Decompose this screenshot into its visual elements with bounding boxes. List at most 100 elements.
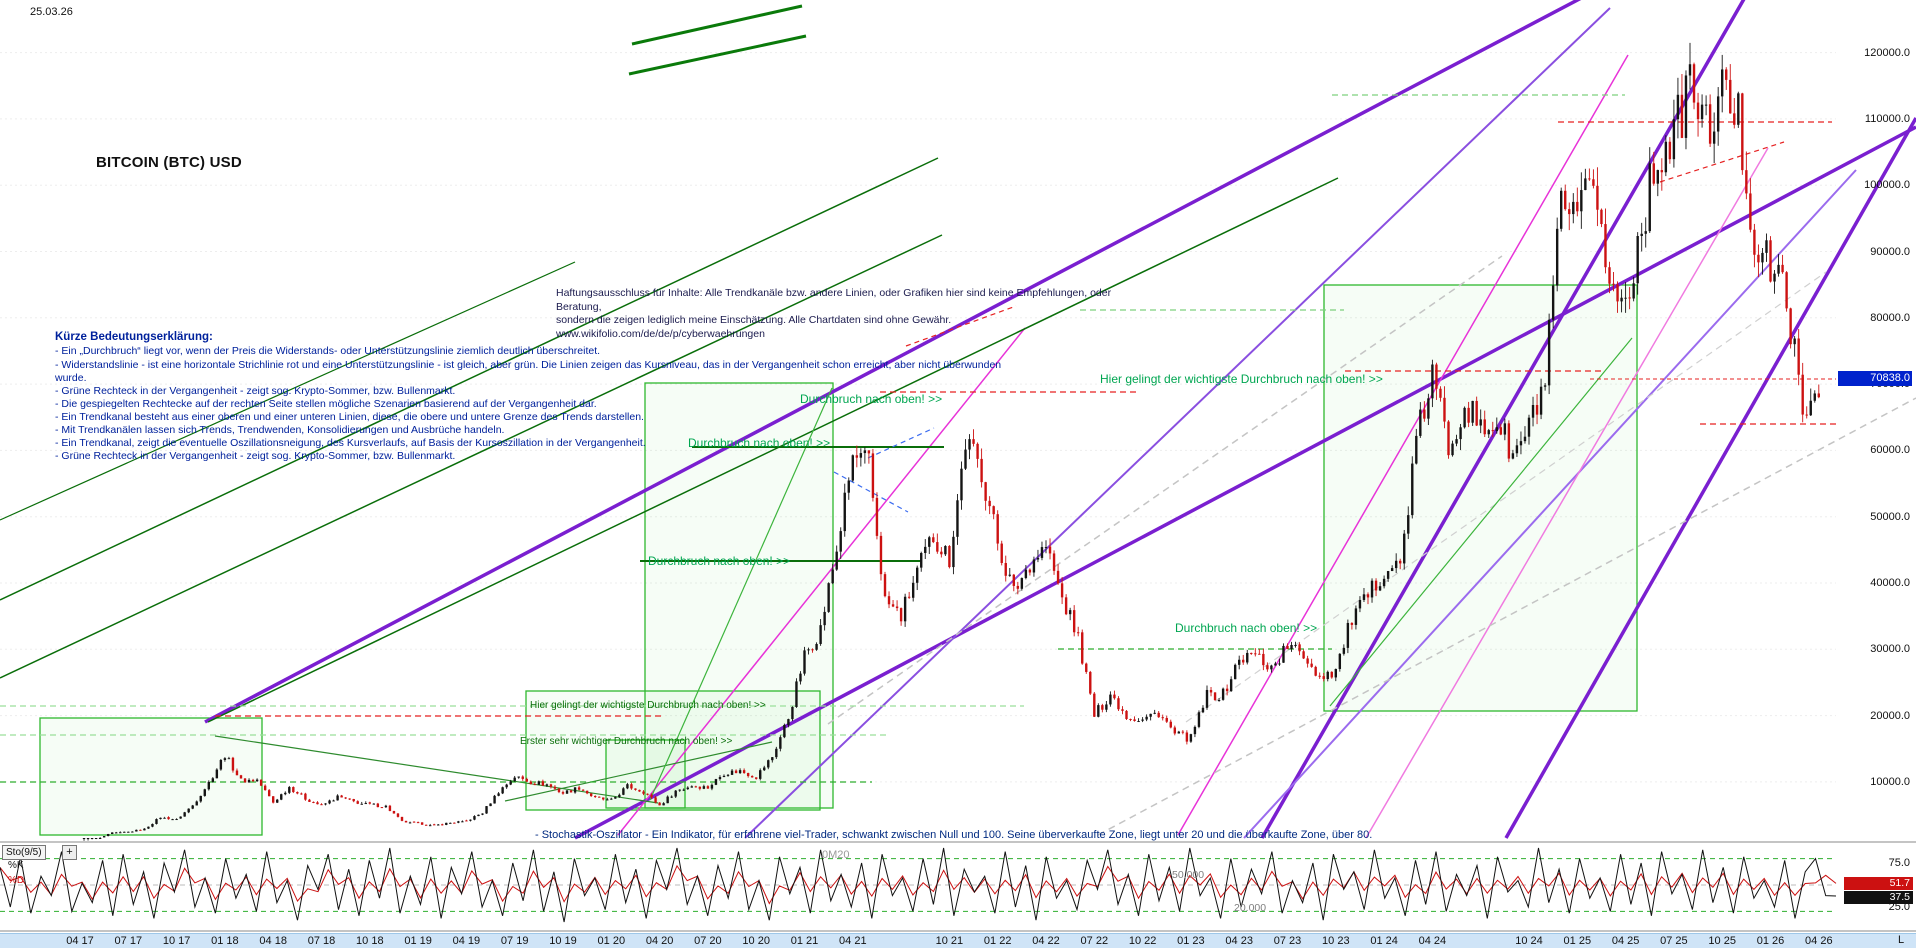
y-axis-label: 30000.0 bbox=[1870, 643, 1910, 656]
legend-line: - Widerstandslinie - ist eine horizontal… bbox=[55, 358, 1002, 384]
x-axis-label: 04 18 bbox=[259, 935, 287, 947]
x-axis-label: 10 20 bbox=[742, 935, 770, 947]
x-axis-label: 04 17 bbox=[66, 935, 94, 947]
chart-annotation: Hier gelingt der wichtigste Durchbruch n… bbox=[530, 700, 766, 711]
chart-annotation: Durchbruch nach oben! >> bbox=[1175, 621, 1318, 635]
x-axis-label: 01 25 bbox=[1563, 935, 1592, 947]
x-axis-label: 04 25 bbox=[1611, 935, 1640, 947]
x-axis-label: 10 21 bbox=[935, 935, 964, 947]
current-price-tag: 70838.0 bbox=[1838, 371, 1912, 386]
legend-line: - Grüne Rechteck in der Vergangenheit - … bbox=[55, 384, 456, 397]
trend-line bbox=[1260, 0, 1746, 839]
x-axis-label: 07 25 bbox=[1660, 935, 1688, 947]
stochastic-indicator-label[interactable]: Sto(9/5) bbox=[2, 845, 46, 860]
legend-block: Kürze Bedeutungserklärung: - Ein „Durchb… bbox=[55, 330, 1015, 464]
x-axis-label: 01 21 bbox=[790, 935, 819, 947]
chart-annotation: Durchbruch nach oben! >> bbox=[688, 436, 831, 450]
trend-line bbox=[1177, 54, 1629, 836]
trend-line bbox=[1659, 141, 1785, 183]
stochastic-d-value-tag: 51.7 bbox=[1844, 877, 1913, 890]
x-axis-label: 10 18 bbox=[356, 935, 384, 947]
x-axis-label: 10 23 bbox=[1322, 935, 1350, 947]
date-stamp: 25.03.26 bbox=[30, 6, 73, 18]
trend-line bbox=[649, 387, 833, 801]
x-axis-label: 07 17 bbox=[114, 935, 143, 947]
trend-line bbox=[504, 741, 773, 802]
chart-annotation: Hier gelingt der wichtigste Durchbruch n… bbox=[1100, 372, 1383, 386]
y-axis-label: 90000.0 bbox=[1870, 245, 1910, 258]
trend-line bbox=[867, 427, 935, 459]
y-axis-label: 40000.0 bbox=[1870, 577, 1910, 589]
x-axis-label: 04 21 bbox=[839, 935, 867, 947]
y-axis-label: 100000.0 bbox=[1864, 179, 1910, 192]
add-indicator-button[interactable]: + bbox=[62, 845, 77, 860]
oscillator-level-label-20: 20.000 bbox=[1234, 902, 1267, 914]
legend-line: - Mit Trendkanälen lassen sich Trends, T… bbox=[55, 424, 505, 437]
stochastic-k-label: %K bbox=[8, 860, 24, 871]
disclaimer-line-1: Haftungsausschluss für Inhalte: Alle Tre… bbox=[556, 287, 1112, 313]
stochastic-d-label: %D bbox=[8, 875, 25, 886]
oscillator-scale-75: 75.0 bbox=[1888, 857, 1910, 869]
oscillator-description: - Stochastik-Oszillator - Ein Indikator,… bbox=[535, 829, 1373, 841]
trend-line bbox=[574, 125, 1916, 840]
legend-lines: - Ein „Durchbruch“ liegt vor, wenn der P… bbox=[55, 345, 1015, 463]
legend-line: - Ein Trendkanal besteht aus einer obere… bbox=[55, 411, 644, 423]
x-axis-label: 10 17 bbox=[162, 935, 191, 947]
trend-line bbox=[1243, 169, 1857, 839]
time-axis-band: 04 17 07 17 10 17 01 18 04 18 07 18 10 18 01 19… bbox=[0, 933, 1916, 948]
trend-line bbox=[905, 305, 1017, 347]
candlestick-series bbox=[82, 42, 1821, 841]
chart-title: BITCOIN (BTC) USD bbox=[96, 154, 242, 171]
x-axis-label: 04 23 bbox=[1225, 935, 1253, 947]
x-axis-label: 01 24 bbox=[1370, 935, 1398, 947]
trend-line bbox=[1097, 397, 1916, 836]
trend-line bbox=[744, 7, 1611, 839]
x-axis-label: 07 18 bbox=[307, 935, 336, 947]
stochastic-d-line bbox=[0, 864, 1837, 905]
x-axis-label: 01 23 bbox=[1177, 935, 1205, 947]
x-axis-label: 07 20 bbox=[694, 935, 722, 947]
oscillator-ma-label: 0M20 bbox=[822, 849, 850, 861]
trend-line bbox=[207, 177, 1339, 723]
trend-line bbox=[214, 735, 659, 804]
stochastic-k-value-tag: 37.5 bbox=[1844, 891, 1913, 904]
trend-line bbox=[204, 0, 1582, 724]
x-axis-label: 07 23 bbox=[1273, 935, 1302, 947]
x-axis-label: 04 20 bbox=[645, 935, 674, 947]
oscillator-level-label-50: 50.000 bbox=[1172, 869, 1205, 881]
x-axis-label: 10 19 bbox=[549, 935, 577, 947]
disclaimer-line-2: sondern die zeigen lediglich meine Einsc… bbox=[556, 314, 952, 340]
trend-line bbox=[1504, 117, 1916, 839]
trend-line bbox=[617, 327, 1026, 836]
bull-market-rect bbox=[605, 739, 686, 809]
x-axis-label: 01 20 bbox=[597, 935, 626, 947]
x-axis-label: 01 26 bbox=[1756, 935, 1785, 947]
trend-line bbox=[0, 157, 939, 601]
legend-line: - Ein Trendkanal, zeigt die eventuelle O… bbox=[55, 437, 646, 450]
x-axis-label: 01 22 bbox=[983, 935, 1012, 947]
trend-line bbox=[0, 234, 943, 679]
y-axis-label: 10000.0 bbox=[1870, 775, 1910, 788]
x-axis-label: 01 18 bbox=[211, 935, 239, 947]
disclaimer: Haftungsausschluss für Inhalte: Alle Tre… bbox=[556, 287, 1156, 342]
x-axis-label: 04 19 bbox=[452, 935, 481, 947]
chart-annotation: Durchbruch nach oben! >> bbox=[648, 554, 791, 568]
x-axis-label: 10 22 bbox=[1128, 935, 1157, 947]
y-axis-label: 110000.0 bbox=[1864, 112, 1910, 125]
chart-annotation: Erster sehr wichtiger Durchbruch nach ob… bbox=[520, 736, 733, 747]
legend-line: - Ein „Durchbruch“ liegt vor, wenn der P… bbox=[55, 345, 601, 358]
bull-market-rect bbox=[644, 382, 834, 809]
trend-line bbox=[1365, 147, 1769, 839]
chart-annotation: Durchbruch nach oben! >> bbox=[800, 392, 943, 406]
y-axis-label: 120000.0 bbox=[1864, 46, 1910, 59]
x-axis-label: 01 19 bbox=[404, 935, 432, 947]
x-axis-label: 10 24 bbox=[1515, 935, 1543, 947]
x-axis-label: 10 25 bbox=[1708, 935, 1736, 947]
trend-line bbox=[827, 255, 1503, 725]
legend-line: - Die gespiegelten Rechtecke auf der rec… bbox=[55, 397, 597, 410]
trend-line bbox=[1329, 337, 1633, 707]
y-axis-label: 50000.0 bbox=[1870, 510, 1910, 523]
axis-extra-label: L bbox=[1898, 934, 1905, 946]
